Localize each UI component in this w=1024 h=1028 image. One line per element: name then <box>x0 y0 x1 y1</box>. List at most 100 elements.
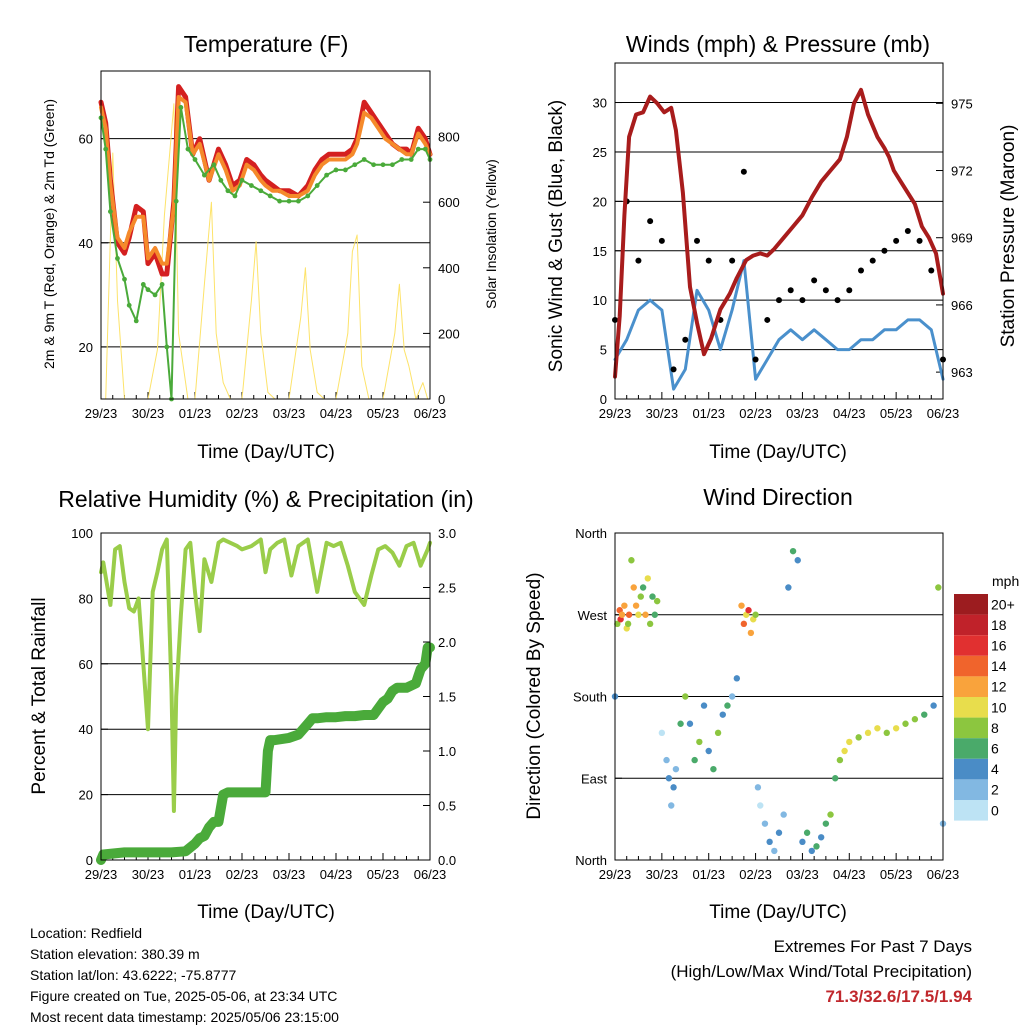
speed-legend-swatch <box>954 655 988 677</box>
gust-point <box>904 228 911 234</box>
humidity-title: Relative Humidity (%) & Precipitation (i… <box>58 486 473 512</box>
winds-ytick-label: 20 <box>593 194 607 209</box>
dewpoint-point <box>115 256 120 261</box>
temperature-xtick-label: 03/23 <box>273 406 306 421</box>
direction-point <box>841 747 848 755</box>
dewpoint-point <box>390 162 395 168</box>
dewpoint-point <box>371 162 376 168</box>
dewpoint-point <box>258 188 264 194</box>
direction-point <box>663 756 670 764</box>
gust-point <box>869 257 876 264</box>
dewpoint-point <box>202 172 207 178</box>
direction-point <box>658 729 666 737</box>
dewpoint-point <box>164 344 170 350</box>
direction-point <box>714 729 722 737</box>
gust-point <box>834 297 841 304</box>
direction-xtick-label: 03/23 <box>786 867 819 882</box>
direction-point <box>813 843 820 850</box>
winds-ytick-label: 5 <box>600 343 607 358</box>
speed-legend-swatch <box>954 594 988 615</box>
direction-xlabel: Time (Day/UTC) <box>709 902 847 923</box>
gust-point <box>822 287 829 294</box>
winds-frame <box>614 62 944 400</box>
rh-line <box>99 537 432 813</box>
dewpoint-point <box>211 162 217 168</box>
winds-xtick-label: 30/23 <box>646 406 679 421</box>
dewpoint-point <box>145 287 151 293</box>
dewpoint-point <box>152 292 158 298</box>
dewpoint-point <box>343 167 348 173</box>
direction-point <box>642 611 649 618</box>
direction-xtick-label: 30/23 <box>646 867 679 882</box>
direction-point <box>902 720 909 727</box>
speed-legend-swatch <box>954 676 988 697</box>
direction-point <box>618 611 626 618</box>
winds-xtick-label: 02/23 <box>739 406 772 421</box>
direction-point <box>632 602 640 609</box>
direction-point <box>672 765 680 773</box>
dewpoint-point <box>218 177 224 183</box>
station-latlon: Station lat/lon: 43.6222; -75.8777 <box>30 967 237 983</box>
direction-point <box>665 775 673 782</box>
temperature-y2tick-label: 0 <box>438 392 445 407</box>
speed-legend: 20+ 18 16 14 12 10 8 6 4 2 0 <box>954 594 1015 821</box>
winds-plot-area: 0 5 10 15 20 25 30 963 966 969 972 975 29/23 30/23 01/… <box>593 62 973 421</box>
direction-point <box>705 747 712 755</box>
dewpoint-point <box>225 188 231 194</box>
gust-point <box>799 297 806 304</box>
speed-legend-label: 12 <box>991 679 1007 695</box>
direction-point <box>644 575 651 582</box>
direction-point <box>911 716 919 723</box>
winds-xtick-label: 05/23 <box>880 406 913 421</box>
direction-title: Wind Direction <box>703 484 853 510</box>
dewpoint-point <box>126 302 132 308</box>
temperature-ytick-label: 20 <box>79 340 93 355</box>
direction-point <box>691 756 698 764</box>
humidity-y2tick-label: 0.0 <box>438 853 456 868</box>
gust-point <box>787 287 794 294</box>
direction-point <box>757 802 764 809</box>
gust-point <box>811 277 818 284</box>
direction-point <box>808 847 815 855</box>
gust-point <box>928 267 935 274</box>
speed-legend-swatch <box>954 779 988 800</box>
humidity-ytick-label: 80 <box>79 591 93 606</box>
temperature-y2tick-label: 800 <box>438 130 460 145</box>
temperature-ytick-label: 40 <box>79 236 93 251</box>
speed-legend-swatch <box>954 800 988 821</box>
humidity-ytick-label: 20 <box>79 788 93 803</box>
direction-point <box>832 775 839 782</box>
direction-point <box>766 838 773 846</box>
gust-point <box>858 267 864 274</box>
direction-point <box>874 725 881 732</box>
gust-point <box>893 237 900 244</box>
precip-line <box>96 642 435 865</box>
direction-point <box>827 811 834 818</box>
gust-point <box>752 356 759 363</box>
temperature-frame <box>100 70 431 400</box>
direction-point <box>614 620 621 628</box>
temperature-xtick-label: 04/23 <box>320 406 353 421</box>
direction-point <box>630 584 637 591</box>
speed-legend-label: 20+ <box>991 596 1015 612</box>
direction-point <box>892 725 900 732</box>
temperature-xlabel: Time (Day/UTC) <box>197 442 335 463</box>
dewpoint-point <box>108 209 113 214</box>
dewpoint-point <box>415 146 421 152</box>
humidity-ytick-label: 40 <box>79 722 93 737</box>
temperature-y2tick-label: 200 <box>438 326 460 341</box>
direction-ylabel-left: Direction (Colored By Speed) <box>524 572 545 819</box>
direction-point <box>651 611 659 618</box>
temperature-title: Temperature (F) <box>184 31 349 57</box>
gust-point <box>729 257 736 264</box>
speed-legend-label: 2 <box>991 782 999 798</box>
winds-xtick-label: 01/23 <box>692 406 725 421</box>
gust-point <box>846 287 853 294</box>
humidity-xtick-label: 06/23 <box>414 867 447 882</box>
winds-xtick-label: 03/23 <box>786 406 819 421</box>
speed-legend-swatch <box>954 738 988 759</box>
speed-legend-swatch <box>954 717 988 739</box>
winds-ylabel-left: Sonic Wind & Gust (Blue, Black) <box>546 100 567 372</box>
